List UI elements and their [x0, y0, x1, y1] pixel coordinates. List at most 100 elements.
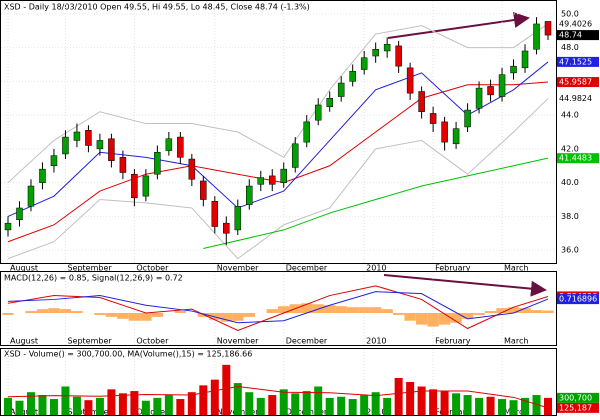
- volume-bar: [118, 393, 127, 415]
- macd-histogram-bar: [232, 313, 244, 321]
- macd-histogram-bar: [278, 306, 290, 313]
- volume-bar: [475, 397, 484, 415]
- volume-bar: [245, 392, 254, 415]
- candle-body: [39, 168, 46, 183]
- volume-bar: [141, 400, 150, 415]
- trend-arrow: [383, 274, 547, 297]
- volume-bar: [498, 399, 507, 415]
- volume-bar: [463, 395, 472, 415]
- value-tag: [557, 56, 599, 67]
- volume-bar: [95, 397, 104, 415]
- value-tag: [557, 93, 599, 104]
- macd-histogram-bar: [105, 313, 118, 317]
- candle-body: [234, 206, 242, 231]
- y-tick-label: 44.0: [561, 111, 579, 120]
- candle-body: [372, 49, 379, 57]
- volume-bar: [429, 389, 438, 415]
- candle-body: [96, 140, 104, 150]
- volume-bar: [302, 391, 311, 415]
- volume-bar: [314, 386, 323, 415]
- x-tick-label: October: [136, 408, 169, 417]
- chart-title: XSD - Daily 18/03/2010 Open 49.55, Hi 49…: [4, 3, 310, 12]
- macd-line: [7, 285, 549, 331]
- macd-histogram-bar: [473, 313, 485, 315]
- macd-histogram-bar: [438, 313, 451, 325]
- candle-body: [257, 177, 265, 185]
- volume-bar: [38, 395, 47, 415]
- x-tick-label: August: [10, 408, 38, 417]
- price-panel: [0, 0, 557, 264]
- value-tag: [557, 18, 599, 29]
- candle-body: [62, 136, 69, 155]
- macd-histogram-bar: [71, 311, 83, 313]
- x-tick-label: March: [504, 337, 528, 346]
- volume-bar: [532, 395, 541, 415]
- volume-bar: [348, 399, 357, 415]
- volume-bar: [107, 389, 116, 415]
- candle-body: [4, 222, 12, 231]
- value-tag-label: 49.4026: [559, 19, 592, 28]
- candle-body: [280, 168, 287, 183]
- candle-body: [177, 136, 184, 158]
- volume-bar: [337, 396, 346, 415]
- macd-histogram-bar: [324, 305, 336, 313]
- volume-bar: [176, 399, 185, 415]
- value-tag: [557, 30, 599, 41]
- macd-histogram-bar: [507, 307, 520, 313]
- y-tick-label: 36.0: [561, 246, 579, 255]
- value-tag-label: 45.9587: [559, 78, 592, 87]
- volume-bar: [49, 399, 58, 415]
- macd-histogram-bar: [484, 311, 497, 313]
- candle-body: [475, 87, 483, 109]
- macd-histogram-bar: [381, 309, 393, 313]
- macd-histogram-bar: [415, 313, 428, 325]
- volume-bar: [394, 377, 403, 415]
- y-tick-label: 38.0: [561, 212, 579, 221]
- candle-body: [383, 43, 391, 52]
- candle-body: [452, 128, 460, 145]
- value-tag-label: 0.716896: [559, 295, 597, 304]
- macd-histogram-bar: [404, 313, 416, 321]
- volume-bar: [222, 364, 231, 415]
- x-tick-label: August: [10, 337, 38, 346]
- volume-bar: [452, 393, 461, 415]
- x-tick-label: November: [217, 337, 259, 346]
- x-tick-label: 2010: [366, 264, 386, 273]
- macd-histogram-bar: [450, 313, 462, 323]
- volume-bar: [521, 397, 530, 415]
- candle-body: [246, 185, 253, 205]
- x-tick-label: September: [67, 337, 112, 346]
- candle-body: [211, 200, 219, 227]
- candle-body: [291, 143, 299, 168]
- macd-histogram-bar: [519, 308, 531, 313]
- y-tick-label: 42.0: [561, 144, 579, 153]
- macd-histogram-bar: [542, 310, 554, 313]
- volume-bar: [4, 397, 12, 415]
- macd-histogram-bar: [346, 307, 359, 313]
- volume-bar: [371, 392, 380, 415]
- value-tag: [557, 77, 599, 88]
- value-tag-label: 48.74: [559, 31, 582, 40]
- candle-body: [27, 185, 35, 207]
- macd-histogram-bar: [243, 313, 255, 317]
- candle-body: [50, 155, 58, 167]
- y-tick-label: 40.0: [561, 178, 579, 187]
- volume-bar: [233, 383, 242, 415]
- candle-body: [223, 222, 230, 234]
- macd-histogram-bar: [151, 313, 164, 317]
- x-tick-label: October: [136, 264, 169, 273]
- volume-bar: [199, 385, 208, 415]
- macd-histogram-bar: [59, 309, 72, 313]
- candle-body: [533, 23, 540, 50]
- macd-histogram-bar: [358, 307, 370, 313]
- value-tag-label: 44.9824: [559, 94, 592, 103]
- macd-histogram-bar: [2, 313, 14, 315]
- candle-body: [487, 86, 494, 96]
- x-tick-label: December: [286, 264, 328, 273]
- macd-histogram-bar: [117, 313, 129, 319]
- candle-body: [349, 70, 356, 82]
- candle-body: [418, 91, 425, 112]
- x-tick-label: November: [217, 264, 259, 273]
- macd-histogram-bar: [301, 303, 313, 313]
